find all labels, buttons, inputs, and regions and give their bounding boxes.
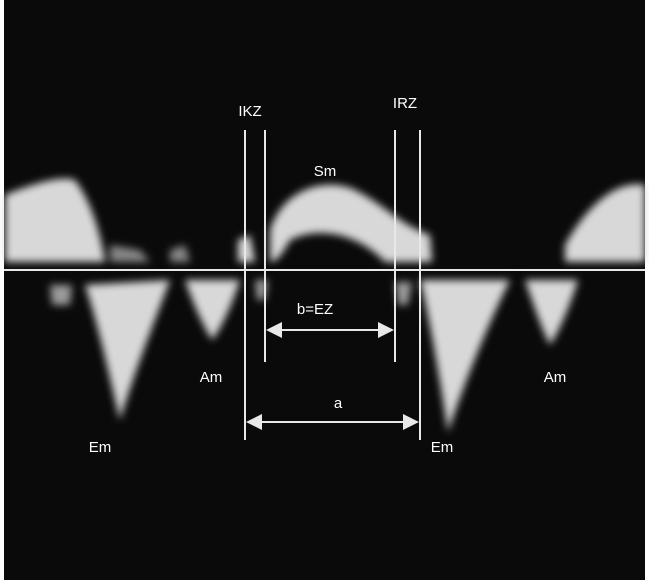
a-label: a <box>334 395 343 412</box>
am-label: Am <box>544 369 567 386</box>
ikz-label: IKZ <box>238 103 261 120</box>
b-label: b=EZ <box>297 301 333 318</box>
em-label: Em <box>431 439 454 456</box>
sm-label: Sm <box>314 163 337 180</box>
em-label: Em <box>89 439 112 456</box>
doppler-image: IKZ IRZ Sm b=EZ Am Am a Em Em <box>0 0 649 580</box>
am-label: Am <box>200 369 223 386</box>
irz-label: IRZ <box>393 95 417 112</box>
